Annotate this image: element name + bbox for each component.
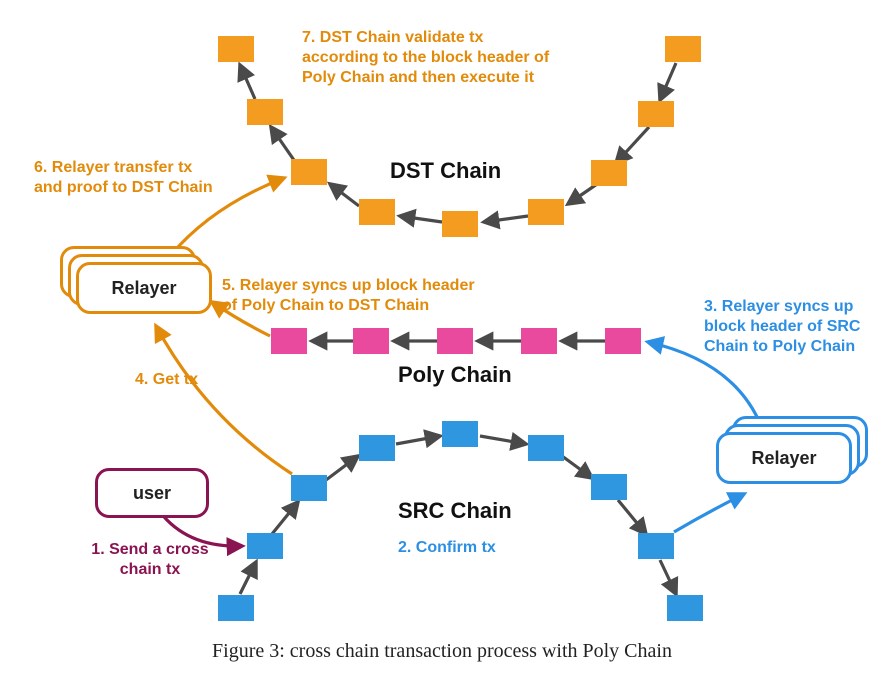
figure-caption: Figure 3: cross chain transaction proces… (0, 640, 884, 663)
step-5-label: 5. Relayer syncs up block header of Poly… (222, 276, 522, 316)
step-1-label: 1. Send a cross chain tx (70, 540, 230, 580)
diagram-canvas: { "figure": { "caption": "Figure 3: cros… (0, 0, 884, 676)
relayer-left-stack-1: Relayer (76, 262, 212, 314)
src-block (442, 421, 478, 447)
user-pill: user (95, 468, 209, 518)
poly-block (437, 328, 473, 354)
poly-block (353, 328, 389, 354)
dst-block (442, 211, 478, 237)
dst-block (218, 36, 254, 62)
dst-block (591, 160, 627, 186)
step-6-label: 6. Relayer transfer tx and proof to DST … (34, 158, 244, 198)
poly-chain-label: Poly Chain (398, 362, 512, 388)
dst-chain-label: DST Chain (390, 158, 501, 184)
poly-block (271, 328, 307, 354)
poly-block (605, 328, 641, 354)
src-block (247, 533, 283, 559)
relayer-right-label: Relayer (751, 448, 816, 469)
src-chain-label: SRC Chain (398, 498, 512, 524)
src-block (291, 475, 327, 501)
poly-block (521, 328, 557, 354)
src-block (667, 595, 703, 621)
step-3-label: 3. Relayer syncs up block header of SRC … (704, 297, 884, 357)
dst-block (291, 159, 327, 185)
relayer-right-stack-1: Relayer (716, 432, 852, 484)
step-4-label: 4. Get tx (135, 370, 198, 390)
dst-block (665, 36, 701, 62)
dst-block (247, 99, 283, 125)
arrow-src-to-relayer-right (674, 494, 744, 532)
src-block (528, 435, 564, 461)
src-block (638, 533, 674, 559)
src-block (591, 474, 627, 500)
dst-block (359, 199, 395, 225)
relayer-left-label: Relayer (111, 278, 176, 299)
dst-block (528, 199, 564, 225)
dst-block (638, 101, 674, 127)
step-7-label: 7. DST Chain validate tx according to th… (302, 28, 602, 88)
src-block (218, 595, 254, 621)
src-block (359, 435, 395, 461)
user-pill-label: user (133, 483, 171, 504)
step-2-label: 2. Confirm tx (398, 538, 496, 558)
